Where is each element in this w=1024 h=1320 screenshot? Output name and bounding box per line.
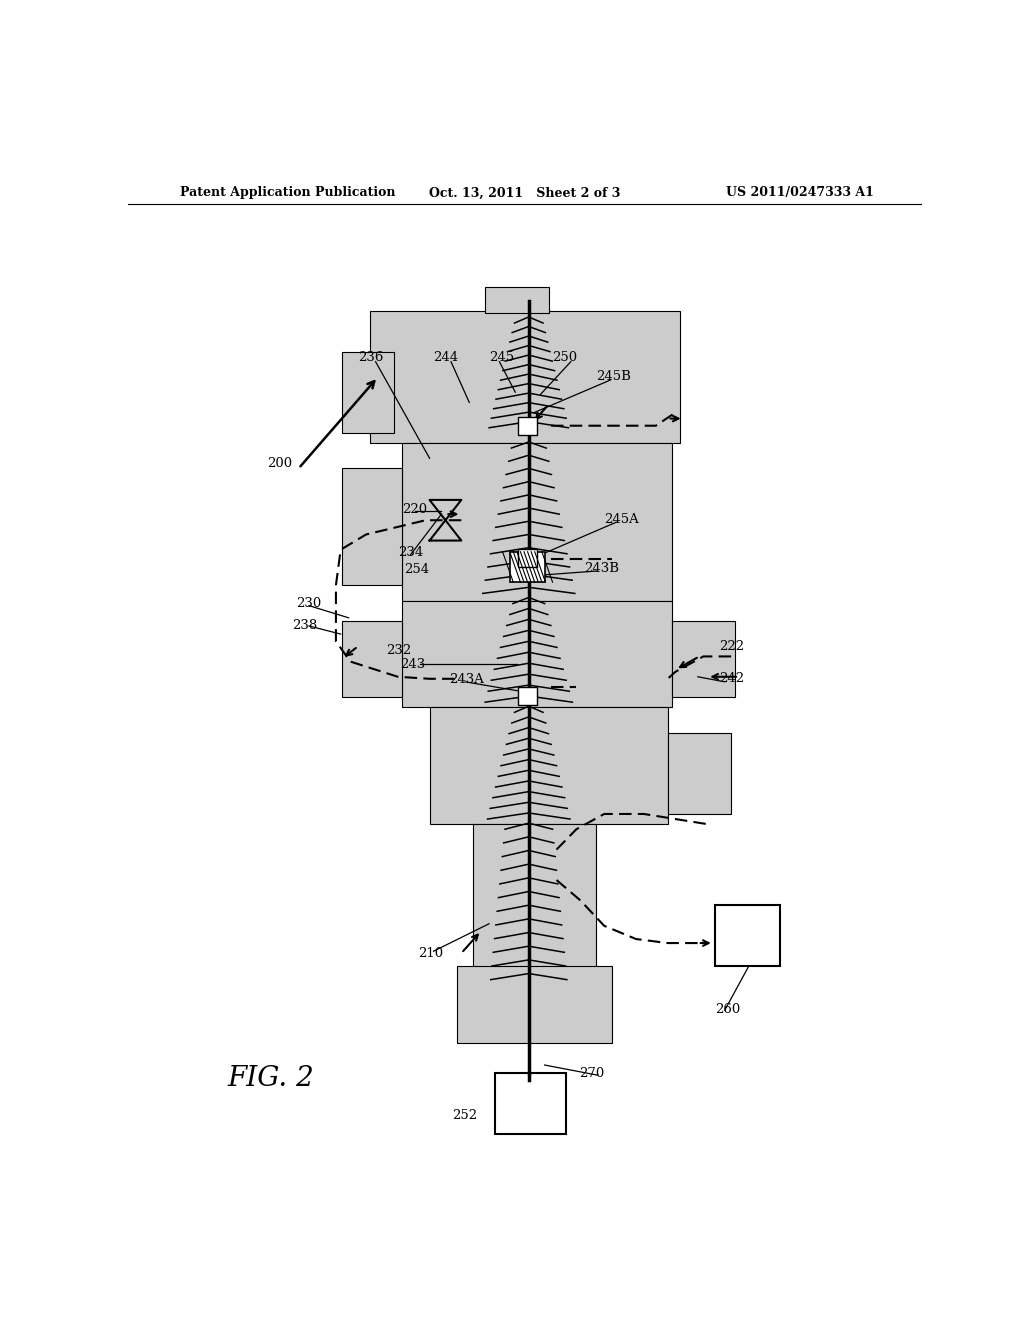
Text: 254: 254 <box>404 562 429 576</box>
Text: 242: 242 <box>719 672 744 685</box>
Bar <box>401 444 672 601</box>
Bar <box>495 1073 566 1134</box>
Text: Patent Application Publication: Patent Application Publication <box>179 186 395 199</box>
Bar <box>430 708 668 824</box>
Text: US 2011/0247333 A1: US 2011/0247333 A1 <box>726 186 873 199</box>
Text: 252: 252 <box>452 1109 477 1122</box>
Text: 243B: 243B <box>585 561 620 574</box>
Bar <box>672 620 735 697</box>
Text: 244: 244 <box>433 351 459 364</box>
Text: 234: 234 <box>397 546 423 560</box>
Bar <box>518 549 538 568</box>
Bar <box>342 469 401 585</box>
Bar <box>715 906 780 966</box>
Bar <box>510 552 546 582</box>
Bar <box>370 312 680 444</box>
Text: 236: 236 <box>358 351 384 364</box>
Text: Oct. 13, 2011   Sheet 2 of 3: Oct. 13, 2011 Sheet 2 of 3 <box>429 186 621 199</box>
Bar <box>342 620 401 697</box>
Text: 250: 250 <box>553 351 578 364</box>
Text: 270: 270 <box>579 1067 604 1080</box>
Text: 210: 210 <box>418 946 442 960</box>
Text: 200: 200 <box>267 457 292 470</box>
Text: 220: 220 <box>401 503 427 516</box>
Bar <box>473 824 596 987</box>
Text: 232: 232 <box>386 644 412 657</box>
Bar <box>342 351 394 433</box>
Text: 230: 230 <box>296 597 322 610</box>
Text: 238: 238 <box>292 619 317 632</box>
Bar <box>518 417 538 434</box>
Text: 243A: 243A <box>450 673 484 686</box>
Text: 245A: 245A <box>604 512 639 525</box>
Bar <box>668 733 731 814</box>
Text: 222: 222 <box>719 640 744 653</box>
Text: 260: 260 <box>715 1003 740 1015</box>
Bar <box>518 686 538 705</box>
Text: 245: 245 <box>489 351 514 364</box>
Text: 243: 243 <box>400 659 425 671</box>
Text: FIG. 2: FIG. 2 <box>227 1065 314 1092</box>
Bar <box>401 601 672 708</box>
Text: 245B: 245B <box>596 371 631 383</box>
Bar <box>485 288 549 313</box>
Bar <box>458 966 612 1043</box>
